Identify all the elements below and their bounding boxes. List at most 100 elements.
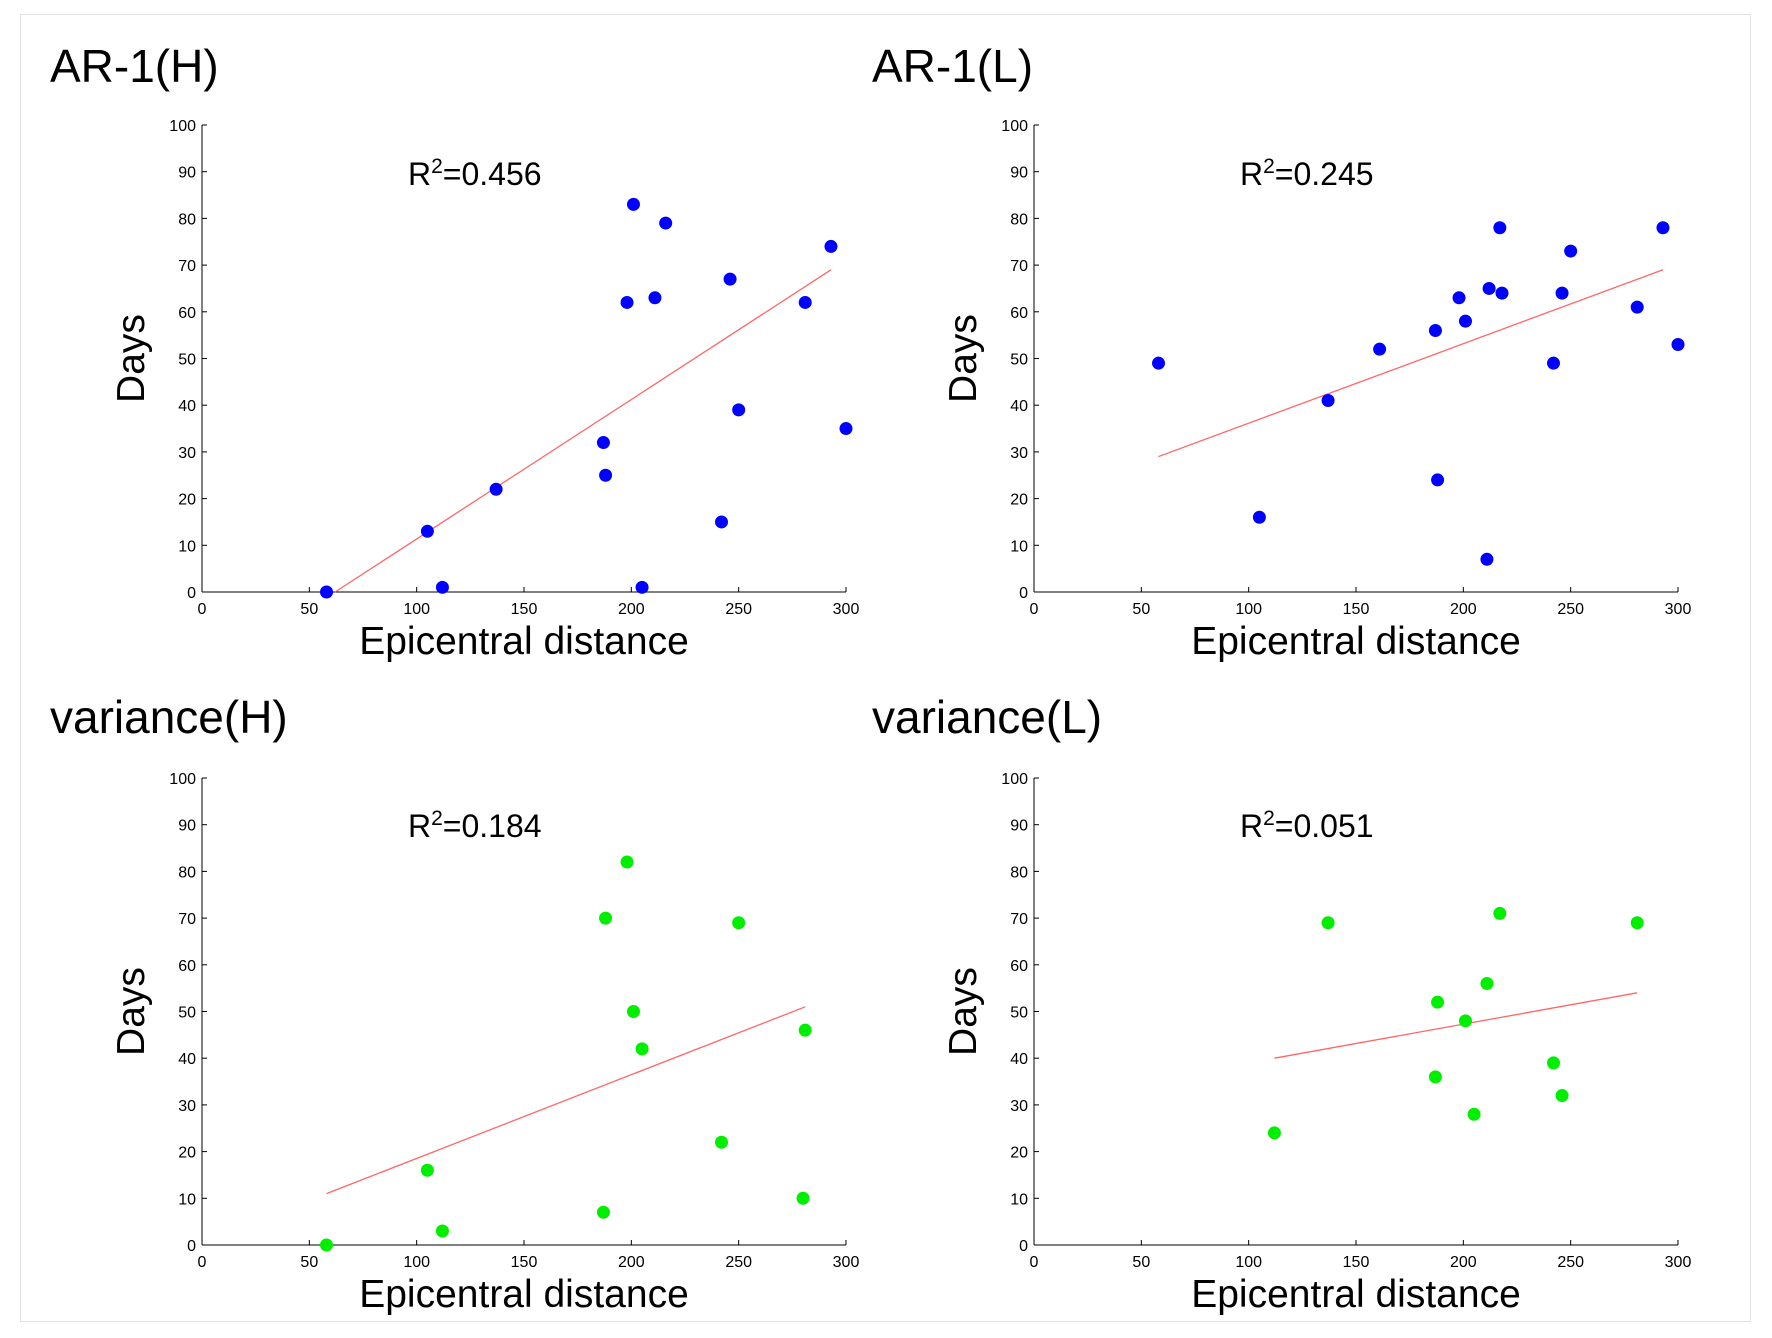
data-point [420, 524, 434, 538]
y-tick-label: 30 [1010, 445, 1028, 462]
x-tick-label: 300 [1665, 1254, 1692, 1271]
data-point [1564, 244, 1578, 258]
data-point [1656, 221, 1670, 235]
x-tick-label: 150 [511, 601, 538, 618]
data-point [1482, 281, 1496, 295]
data-point [626, 1005, 640, 1018]
r-squared-sup: 2 [431, 807, 443, 830]
data-point [659, 216, 673, 230]
x-axis-title: Epicentral distance [359, 620, 689, 663]
regression-line [334, 269, 832, 593]
y-tick-label: 0 [187, 585, 196, 602]
y-axis-title: Days [942, 314, 985, 403]
y-tick-label: 0 [1019, 585, 1028, 602]
regression-line [1274, 992, 1638, 1059]
y-tick-label: 30 [178, 1098, 196, 1115]
y-tick-label: 50 [178, 1005, 196, 1022]
x-tick-label: 50 [1132, 601, 1150, 618]
y-tick-label: 60 [1010, 958, 1028, 975]
r-squared-sup: 2 [1263, 807, 1275, 830]
y-axis-title: Days [110, 967, 153, 1056]
r-squared-base: R [1240, 808, 1263, 844]
y-axis-title: Days [110, 314, 153, 403]
y-tick-label: 90 [178, 165, 196, 182]
data-point [1495, 286, 1509, 300]
data-point [635, 1042, 649, 1056]
y-tick-label: 20 [1010, 1145, 1028, 1162]
data-point [1480, 552, 1494, 566]
panel-title-variance-h: variance(H) [50, 691, 288, 743]
data-point [839, 422, 853, 436]
x-tick-label: 0 [198, 601, 207, 618]
y-tick-label: 30 [1010, 1098, 1028, 1115]
x-tick-label: 250 [725, 1254, 752, 1271]
y-tick-label: 20 [178, 492, 196, 509]
x-tick-label: 100 [403, 1254, 430, 1271]
data-point [1321, 394, 1335, 408]
y-tick-label: 0 [187, 1238, 196, 1255]
y-tick-label: 70 [1010, 911, 1028, 928]
data-point [1373, 342, 1387, 356]
x-tick-label: 250 [1557, 1254, 1584, 1271]
y-tick-label: 20 [178, 1145, 196, 1162]
data-point [620, 295, 634, 309]
panel-title-ar1-l: AR-1(L) [872, 40, 1033, 92]
y-tick-label: 50 [178, 352, 196, 369]
data-point [1671, 337, 1685, 351]
x-tick-label: 200 [618, 601, 645, 618]
y-tick-label: 100 [1001, 771, 1028, 788]
data-point [1493, 221, 1507, 235]
data-point [798, 295, 812, 309]
data-point [320, 585, 334, 599]
data-point [620, 855, 634, 869]
x-axis-title: Epicentral distance [359, 1273, 689, 1316]
y-tick-label: 10 [178, 538, 196, 555]
r-squared-value: =0.245 [1275, 156, 1374, 192]
data-point [635, 580, 649, 594]
x-tick-label: 0 [1030, 601, 1039, 618]
data-point [796, 1191, 810, 1205]
data-point [596, 1205, 610, 1219]
r-squared-label: R2=0.456 [408, 155, 542, 192]
r-squared-label: R2=0.051 [1240, 807, 1374, 844]
x-tick-label: 200 [1450, 601, 1477, 618]
y-tick-label: 50 [1010, 1005, 1028, 1022]
r-squared-sup: 2 [431, 155, 443, 178]
data-point [435, 1224, 449, 1238]
data-point [1555, 1089, 1569, 1103]
y-tick-label: 100 [169, 771, 196, 788]
data-point [599, 468, 613, 482]
panel-title-variance-l: variance(L) [872, 691, 1102, 743]
data-point [420, 1163, 434, 1177]
y-tick-label: 10 [1010, 1191, 1028, 1208]
x-tick-label: 150 [1343, 1254, 1370, 1271]
y-tick-label: 40 [1010, 398, 1028, 415]
data-point [1321, 916, 1335, 930]
data-point [1458, 1014, 1472, 1028]
y-tick-label: 60 [178, 958, 196, 975]
y-tick-label: 70 [1010, 258, 1028, 275]
figure-frame [20, 14, 1751, 1322]
data-point [435, 580, 449, 594]
regression-line [1158, 269, 1664, 458]
data-point [1431, 995, 1445, 1009]
x-tick-label: 0 [198, 1254, 207, 1271]
data-point [732, 403, 746, 417]
y-tick-label: 100 [169, 118, 196, 135]
y-tick-label: 40 [178, 1051, 196, 1068]
y-axis-title: Days [942, 967, 985, 1056]
r-squared-label: R2=0.184 [408, 807, 542, 844]
x-tick-label: 200 [618, 1254, 645, 1271]
regression-line [326, 1006, 806, 1195]
data-point [1152, 356, 1166, 370]
x-tick-label: 300 [833, 601, 860, 618]
data-point [626, 197, 640, 211]
r-squared-base: R [408, 156, 431, 192]
y-tick-label: 90 [1010, 165, 1028, 182]
r-squared-sup: 2 [1263, 155, 1275, 178]
y-tick-label: 50 [1010, 352, 1028, 369]
y-tick-label: 60 [1010, 305, 1028, 322]
y-tick-label: 100 [1001, 118, 1028, 135]
y-tick-label: 20 [1010, 492, 1028, 509]
data-point [1467, 1107, 1481, 1121]
